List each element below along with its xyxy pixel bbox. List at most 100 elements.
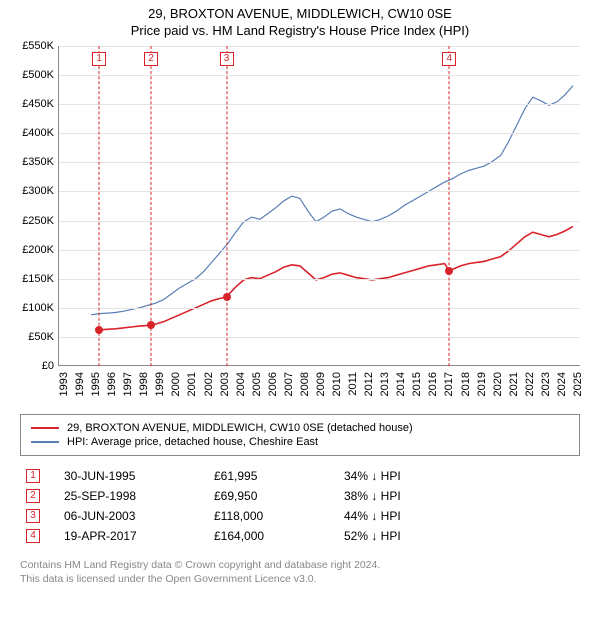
y-tick-label: £450K xyxy=(22,98,54,110)
marker-number-box: 1 xyxy=(92,52,106,66)
plot-area: 1 2 3 4 xyxy=(58,46,580,366)
x-tick-label: 1998 xyxy=(138,372,150,396)
y-tick-label: £200K xyxy=(22,244,54,256)
transaction-price: £61,995 xyxy=(214,469,344,483)
marker-number-box: 2 xyxy=(144,52,158,66)
marker-vline xyxy=(99,46,100,366)
x-tick-label: 2002 xyxy=(203,372,215,396)
transaction-date: 19-APR-2017 xyxy=(64,529,214,543)
marker-dot xyxy=(445,267,453,275)
gridline-horizontal xyxy=(59,221,580,222)
x-tick-label: 2021 xyxy=(508,372,520,396)
transaction-marker: 1 xyxy=(26,469,40,483)
gridline-horizontal xyxy=(59,133,580,134)
y-tick-label: £550K xyxy=(22,40,54,52)
x-tick-label: 2020 xyxy=(492,372,504,396)
x-tick-label: 2009 xyxy=(315,372,327,396)
x-tick-label: 2024 xyxy=(556,372,568,396)
legend-swatch xyxy=(31,427,59,429)
transaction-price: £69,950 xyxy=(214,489,344,503)
gridline-horizontal xyxy=(59,308,580,309)
marker-number-box: 4 xyxy=(442,52,456,66)
x-tick-label: 2000 xyxy=(170,372,182,396)
x-tick-label: 2010 xyxy=(331,372,343,396)
x-tick-label: 2006 xyxy=(267,372,279,396)
y-axis-labels: £0£50K£100K£150K£200K£250K£300K£350K£400… xyxy=(10,46,58,366)
footer-line-1: Contains HM Land Registry data © Crown c… xyxy=(20,558,580,572)
marker-vline xyxy=(151,46,152,366)
x-tick-label: 2017 xyxy=(443,372,455,396)
y-tick-label: £400K xyxy=(22,127,54,139)
x-tick-label: 2019 xyxy=(476,372,488,396)
y-tick-label: £350K xyxy=(22,156,54,168)
x-tick-label: 2004 xyxy=(235,372,247,396)
x-axis-labels: 1993 1994 1995 1996 1997 1998 1999 2000 2001 2002… xyxy=(58,368,580,406)
x-tick-label: 1994 xyxy=(74,372,86,396)
x-tick-label: 1997 xyxy=(122,372,134,396)
legend-label: 29, BROXTON AVENUE, MIDDLEWICH, CW10 0SE… xyxy=(67,422,413,434)
x-tick-label: 2025 xyxy=(572,372,584,396)
y-tick-label: £50K xyxy=(28,331,54,343)
x-tick-label: 2014 xyxy=(395,372,407,396)
gridline-horizontal xyxy=(59,75,580,76)
y-tick-label: £300K xyxy=(22,185,54,197)
gridline-horizontal xyxy=(59,104,580,105)
legend-swatch xyxy=(31,441,59,443)
legend-box: 29, BROXTON AVENUE, MIDDLEWICH, CW10 0SE… xyxy=(20,414,580,456)
marker-dot xyxy=(223,293,231,301)
x-tick-label: 2022 xyxy=(524,372,536,396)
gridline-horizontal xyxy=(59,162,580,163)
gridline-horizontal xyxy=(59,279,580,280)
transaction-date: 25-SEP-1998 xyxy=(64,489,214,503)
marker-dot xyxy=(147,321,155,329)
x-tick-label: 2005 xyxy=(251,372,263,396)
transaction-row: 225-SEP-1998£69,95038% ↓ HPI xyxy=(20,486,580,506)
marker-vline xyxy=(226,46,227,366)
transaction-date: 06-JUN-2003 xyxy=(64,509,214,523)
transaction-date: 30-JUN-1995 xyxy=(64,469,214,483)
legend-label: HPI: Average price, detached house, Ches… xyxy=(67,436,318,448)
x-tick-label: 1996 xyxy=(106,372,118,396)
transaction-row: 4 19-APR-2017£164,00052% ↓ HPI xyxy=(20,526,580,546)
transaction-pct-vs-hpi: 52% ↓ HPI xyxy=(344,529,494,543)
x-tick-label: 2011 xyxy=(347,372,359,396)
transaction-row: 1 30-JUN-1995£61,99534% ↓ HPI xyxy=(20,466,580,486)
title-subtitle: Price paid vs. HM Land Registry's House … xyxy=(0,23,600,38)
x-tick-label: 2016 xyxy=(427,372,439,396)
marker-dot xyxy=(95,326,103,334)
y-tick-label: £100K xyxy=(22,302,54,314)
title-address: 29, BROXTON AVENUE, MIDDLEWICH, CW10 0SE xyxy=(0,6,600,21)
x-tick-label: 1993 xyxy=(58,372,70,396)
series-line xyxy=(91,86,573,315)
legend-item: HPI: Average price, detached house, Ches… xyxy=(31,435,569,449)
y-tick-label: £250K xyxy=(22,215,54,227)
gridline-horizontal xyxy=(59,250,580,251)
transaction-price: £118,000 xyxy=(214,509,344,523)
x-tick-label: 2018 xyxy=(460,372,472,396)
transaction-marker: 2 xyxy=(26,489,40,503)
transaction-pct-vs-hpi: 34% ↓ HPI xyxy=(344,469,494,483)
y-tick-label: £0 xyxy=(42,360,54,372)
transaction-price: £164,000 xyxy=(214,529,344,543)
x-tick-label: 2001 xyxy=(186,372,198,396)
transaction-marker: 4 xyxy=(26,529,40,543)
transaction-row: 3 06-JUN-2003£118,00044% ↓ HPI xyxy=(20,506,580,526)
chart-title-block: 29, BROXTON AVENUE, MIDDLEWICH, CW10 0SE… xyxy=(0,0,600,42)
gridline-horizontal xyxy=(59,46,580,47)
x-tick-label: 1999 xyxy=(154,372,166,396)
x-tick-label: 2023 xyxy=(540,372,552,396)
y-tick-label: £500K xyxy=(22,69,54,81)
x-tick-label: 1995 xyxy=(90,372,102,396)
x-tick-label: 2008 xyxy=(299,372,311,396)
x-tick-label: 2003 xyxy=(219,372,231,396)
x-tick-label: 2015 xyxy=(411,372,423,396)
transaction-pct-vs-hpi: 44% ↓ HPI xyxy=(344,509,494,523)
line-series-svg xyxy=(59,46,581,366)
marker-vline xyxy=(449,46,450,366)
marker-number-box: 3 xyxy=(220,52,234,66)
x-tick-label: 2012 xyxy=(363,372,375,396)
gridline-horizontal xyxy=(59,337,580,338)
transaction-marker: 3 xyxy=(26,509,40,523)
x-tick-label: 2007 xyxy=(283,372,295,396)
footer-line-2: This data is licensed under the Open Gov… xyxy=(20,572,580,586)
